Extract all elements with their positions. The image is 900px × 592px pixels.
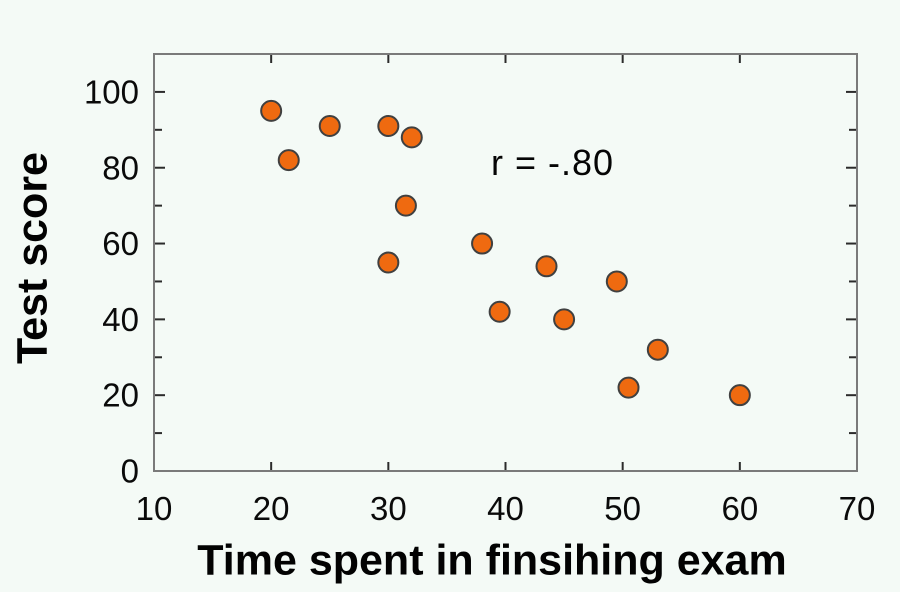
data-point bbox=[646, 338, 669, 361]
data-point bbox=[605, 270, 628, 293]
data-point bbox=[728, 384, 751, 407]
x-tick-label: 50 bbox=[604, 490, 641, 527]
data-point bbox=[400, 126, 423, 149]
y-tick-label: 60 bbox=[102, 225, 139, 262]
data-point bbox=[553, 308, 576, 331]
x-tick-label: 10 bbox=[136, 490, 173, 527]
plot-frame bbox=[153, 53, 858, 472]
x-tick-label: 70 bbox=[839, 490, 876, 527]
correlation-annotation: r = -.80 bbox=[491, 142, 615, 183]
x-tick-label: 40 bbox=[487, 490, 524, 527]
x-tick-label: 30 bbox=[370, 490, 407, 527]
data-point bbox=[277, 149, 300, 172]
data-point bbox=[260, 99, 283, 122]
x-tick-label: 20 bbox=[253, 490, 290, 527]
x-axis-title: Time spent in finsihing exam bbox=[197, 536, 787, 585]
data-point bbox=[617, 376, 640, 399]
data-point bbox=[377, 115, 400, 138]
y-tick-label: 40 bbox=[102, 301, 139, 338]
data-point bbox=[471, 232, 494, 255]
data-point bbox=[394, 194, 417, 217]
data-point bbox=[377, 251, 400, 274]
y-axis-title: Test score bbox=[8, 152, 57, 364]
data-point bbox=[535, 255, 558, 278]
y-tick-label: 20 bbox=[102, 377, 139, 414]
data-point bbox=[488, 300, 511, 323]
plot-layer: 10 20 30 40 50 60 70 0 20 40 60 80 100 bbox=[84, 53, 876, 527]
y-tick-label: 80 bbox=[102, 149, 139, 186]
x-tick-label: 60 bbox=[721, 490, 758, 527]
data-point bbox=[318, 115, 341, 138]
y-tick-label: 100 bbox=[84, 73, 139, 110]
y-tick-label: 0 bbox=[121, 453, 139, 490]
